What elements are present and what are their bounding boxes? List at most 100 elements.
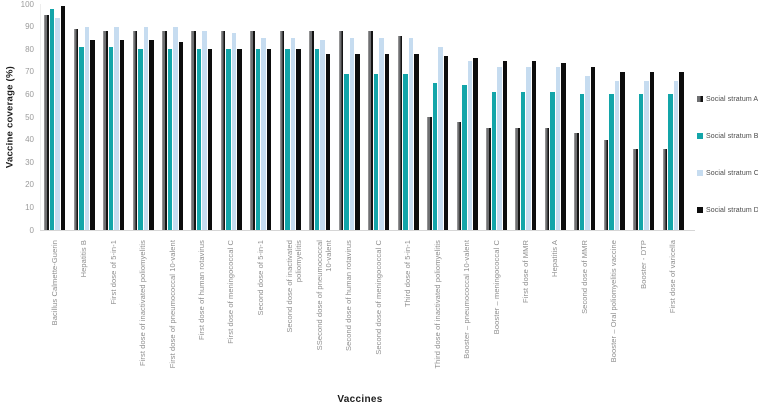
bar-social-stratum-a [427, 117, 432, 230]
bar-social-stratum-c [585, 76, 590, 230]
x-axis-label: Booster – meningococcal C [491, 240, 501, 335]
bar-social-stratum-b [49, 8, 55, 230]
bar-social-stratum-b [403, 74, 408, 230]
bar-social-stratum-a [103, 31, 108, 230]
bar-social-stratum-d [502, 60, 508, 230]
legend-label: Social stratum B [706, 132, 758, 140]
bar-social-stratum-c [408, 37, 414, 230]
bar-social-stratum-c [379, 37, 384, 230]
bar-social-stratum-a [338, 31, 344, 230]
y-tick-label: 50 [25, 112, 34, 122]
bar-social-stratum-a [544, 128, 550, 230]
bar-social-stratum-a [515, 128, 520, 230]
bar-group-first-dose-of-mmr [515, 4, 537, 230]
bar-social-stratum-b [550, 92, 555, 230]
y-tick-label: 0 [29, 225, 34, 235]
legend-swatch-icon [697, 170, 703, 176]
bar-group-second-dose-of-meningococcal-c [368, 4, 390, 230]
x-axis-label: First dose of inactivated poliomyelitis [138, 240, 148, 367]
bar-group-third-dose-of-inactivated-poliomyelitis [427, 4, 449, 230]
bar-social-stratum-c [114, 26, 119, 230]
bar-social-stratum-c [231, 33, 237, 230]
legend-label: Social stratum A [706, 95, 758, 103]
bar-social-stratum-d [237, 49, 242, 230]
legend-swatch-icon [697, 133, 703, 139]
bar-social-stratum-a [162, 31, 167, 230]
x-axis-label: Second dose of 5-in-1 [255, 240, 265, 316]
x-axis-label: Bacillus Calmette-Guerin [49, 240, 59, 326]
bar-social-stratum-c [614, 80, 620, 230]
bar-social-stratum-d [384, 53, 390, 230]
bar-social-stratum-d [149, 40, 154, 230]
bar-social-stratum-d [561, 62, 566, 230]
x-axis-label: Second dose of meningococcal C [373, 240, 383, 355]
y-tick-label: 40 [25, 135, 34, 145]
x-axis-label: Booster – pneumococcal 10-valent [462, 240, 472, 359]
bar-social-stratum-a [250, 31, 255, 230]
bar-social-stratum-b [255, 49, 261, 230]
bar-group-first-dose-of-meningococcal-c [220, 4, 242, 230]
bar-social-stratum-d [679, 71, 684, 230]
bar-social-stratum-a [486, 128, 491, 230]
bar-group-first-dose-of-pneumococcal-10-valent [162, 4, 184, 230]
x-axis-label: First dose of human rotavirus [197, 240, 206, 341]
y-tick-label: 10 [25, 202, 34, 212]
x-axis-label: Third dose of 5-in-1 [403, 240, 413, 308]
bar-social-stratum-d [355, 53, 360, 230]
bar-social-stratum-a [73, 28, 79, 230]
bar-social-stratum-c [673, 80, 679, 230]
x-axis-label: Second dose of MMR [579, 240, 589, 314]
bar-social-stratum-d [414, 53, 419, 230]
bar-social-stratum-b [108, 46, 114, 230]
bar-social-stratum-c [349, 37, 355, 230]
bar-social-stratum-c [526, 67, 531, 230]
bar-group-booster-meningococcal-c [486, 4, 508, 230]
bar-social-stratum-b [491, 92, 497, 230]
y-tick-label: 70 [25, 67, 34, 77]
y-tick-label: 80 [25, 44, 34, 54]
bar-group-bacillus-calmette-guerin [44, 4, 66, 230]
bar-social-stratum-b [579, 94, 585, 230]
bar-social-stratum-b [373, 74, 379, 230]
bar-social-stratum-c [290, 37, 296, 230]
bar-social-stratum-b [138, 49, 143, 230]
bar-social-stratum-b [79, 46, 84, 230]
bar-social-stratum-c [644, 80, 649, 230]
y-axis-line [40, 4, 41, 230]
y-tick-label: 60 [25, 89, 34, 99]
x-axis-label: Booster - DTP [638, 240, 648, 289]
bar-social-stratum-a [456, 121, 462, 230]
x-axis-label: Second dose of inactivated poliomyelitis [285, 240, 304, 333]
bar-social-stratum-b [167, 49, 173, 230]
legend-label: Social stratum C [706, 169, 758, 177]
bar-social-stratum-c [84, 26, 90, 230]
bar-social-stratum-c [173, 26, 178, 230]
y-tick-label: 20 [25, 180, 34, 190]
bar-group-first-dose-of-varicella [662, 4, 684, 230]
bar-social-stratum-b [520, 92, 526, 230]
bar-social-stratum-a [309, 31, 314, 230]
bar-social-stratum-d [590, 67, 596, 230]
legend-swatch-icon [697, 96, 703, 102]
x-axis-label: First dose of pneumococcal 10-valent [167, 240, 177, 369]
bar-social-stratum-c [55, 17, 60, 230]
bar-social-stratum-d [266, 49, 272, 230]
bar-social-stratum-a [191, 31, 196, 230]
legend-item-social-stratum-c: Social stratum C [697, 169, 758, 177]
bar-social-stratum-d [531, 60, 537, 230]
bar-social-stratum-a [574, 132, 579, 230]
x-axis-label: First dose of meningococcal C [226, 240, 236, 344]
bar-social-stratum-b [638, 94, 644, 230]
bar-group-hepatitis-b [73, 4, 95, 230]
bar-social-stratum-d [649, 71, 655, 230]
bar-social-stratum-b [609, 94, 614, 230]
bar-social-stratum-d [296, 49, 301, 230]
bar-group-third-dose-of-5-in-1 [397, 4, 419, 230]
bar-group-booster-pneumococcal-10-valent [456, 4, 478, 230]
plot-area [40, 4, 688, 230]
bar-social-stratum-d [620, 71, 625, 230]
bar-social-stratum-c [497, 67, 502, 230]
x-axis-title: Vaccines [337, 394, 383, 405]
x-axis-label: Hepatitis A [550, 240, 560, 277]
